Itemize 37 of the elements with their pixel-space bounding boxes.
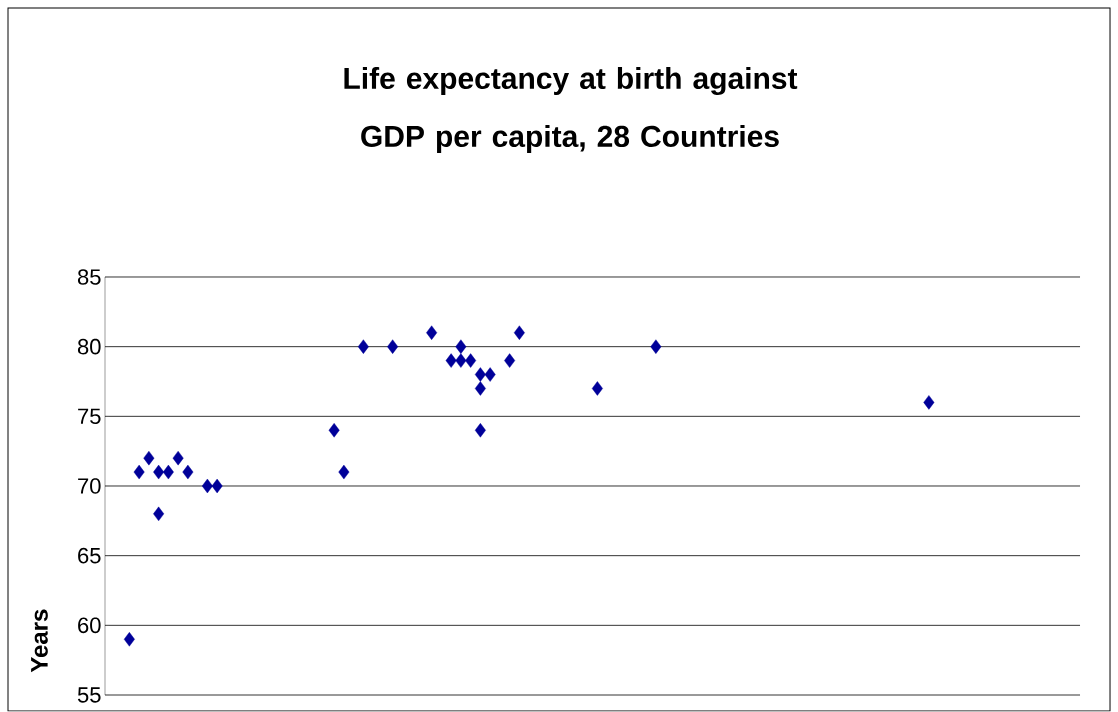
y-tick-label: 75 <box>78 408 101 425</box>
point <box>591 381 603 396</box>
y-tick-label: 60 <box>78 617 101 634</box>
point <box>143 451 155 466</box>
point <box>474 381 486 396</box>
point <box>133 465 145 480</box>
point <box>182 465 194 480</box>
point <box>387 339 399 355</box>
point <box>357 339 369 355</box>
point <box>123 632 135 647</box>
point <box>338 465 350 480</box>
point <box>445 353 457 369</box>
y-tick-label: 70 <box>78 478 101 495</box>
point <box>923 395 935 410</box>
point <box>201 479 213 494</box>
point <box>504 353 516 369</box>
point <box>513 325 525 341</box>
point <box>455 339 467 355</box>
chart-title: Life expectancy at birth against GDP per capita, 28 Countries <box>344 67 798 154</box>
y-tick-label: 80 <box>77 339 101 355</box>
point <box>474 423 486 438</box>
point <box>153 465 165 480</box>
point <box>465 353 477 369</box>
point <box>153 506 165 522</box>
y-tick-label: 85 <box>77 269 101 286</box>
point <box>426 325 438 341</box>
point <box>484 367 496 382</box>
y-tick-label: 55 <box>77 687 101 703</box>
y-tick-label: 65 <box>78 548 101 564</box>
point <box>172 451 184 466</box>
point <box>328 423 340 438</box>
point <box>455 353 467 369</box>
point <box>162 465 174 480</box>
point <box>211 479 223 494</box>
point <box>650 339 662 355</box>
y-axis-title: Years <box>31 609 48 673</box>
point <box>474 367 486 382</box>
